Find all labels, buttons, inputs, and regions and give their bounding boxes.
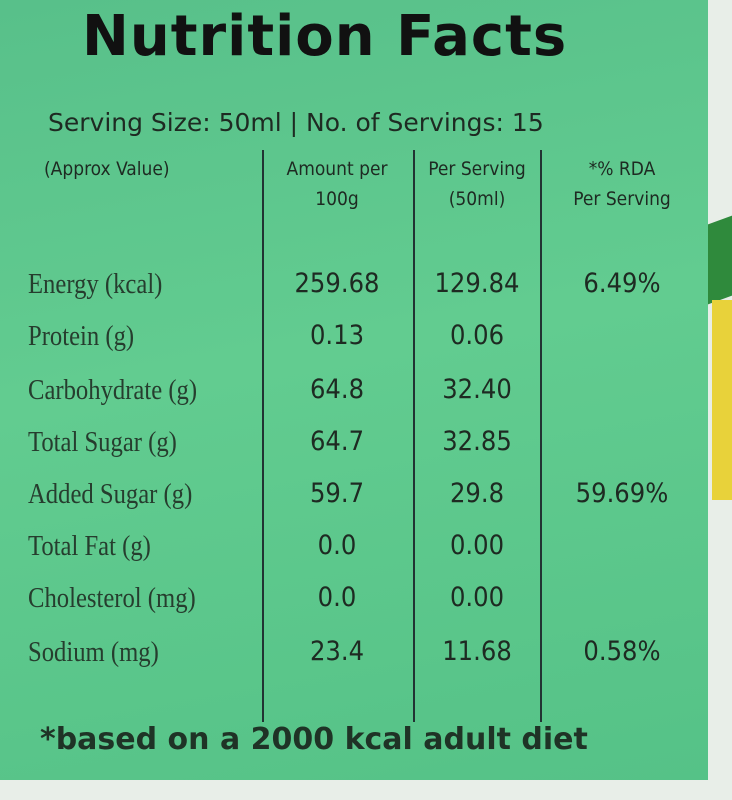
nutrient-value: 259.68 bbox=[294, 268, 380, 299]
nutrient-value: 0.13 bbox=[309, 320, 365, 351]
nutrient-value: 29.8 bbox=[449, 478, 505, 509]
nutrient-name: Total Fat (g) bbox=[28, 530, 151, 562]
nutrient-value: 0.0 bbox=[317, 530, 357, 561]
nutrient-value: 129.84 bbox=[434, 268, 520, 299]
nutrient-value: 32.40 bbox=[442, 374, 512, 405]
nutrient-value: 64.7 bbox=[309, 426, 365, 457]
package-stripe bbox=[712, 300, 732, 500]
column-header: 100g bbox=[315, 188, 359, 210]
column-header: *% RDA bbox=[588, 158, 656, 180]
nutrient-value: 11.68 bbox=[442, 636, 512, 667]
nutrient-name: Added Sugar (g) bbox=[28, 478, 193, 510]
nutrient-value: 6.49% bbox=[583, 268, 661, 299]
package-stripe bbox=[708, 215, 732, 305]
nutrient-value: 0.0 bbox=[317, 582, 357, 613]
column-divider bbox=[540, 150, 542, 722]
nutrient-name: Carbohydrate (g) bbox=[28, 374, 198, 406]
nutrient-value: 32.85 bbox=[442, 426, 512, 457]
column-divider bbox=[262, 150, 264, 722]
column-header: Amount per bbox=[286, 158, 388, 180]
nutrient-value: 64.8 bbox=[309, 374, 365, 405]
nutrient-name: Sodium (mg) bbox=[28, 636, 159, 668]
column-header: Per Serving bbox=[573, 188, 671, 210]
column-divider bbox=[413, 150, 415, 722]
nutrient-value: 0.00 bbox=[449, 582, 505, 613]
nutrient-value: 59.7 bbox=[309, 478, 365, 509]
nutrient-value: 23.4 bbox=[309, 636, 365, 667]
nutrient-value: 0.00 bbox=[449, 530, 505, 561]
nutrient-value: 0.58% bbox=[583, 636, 661, 667]
label-panel bbox=[0, 0, 708, 780]
nutrient-name: Total Sugar (g) bbox=[28, 426, 177, 458]
serving-info: Serving Size: 50ml | No. of Servings: 15 bbox=[48, 108, 544, 137]
nutrient-value: 59.69% bbox=[575, 478, 669, 509]
footnote: *based on a 2000 kcal adult diet bbox=[40, 722, 588, 757]
nutrient-name: Cholesterol (mg) bbox=[28, 582, 196, 614]
column-header: Per Serving bbox=[428, 158, 526, 180]
title: Nutrition Facts bbox=[82, 4, 568, 69]
column-header: (50ml) bbox=[448, 188, 506, 210]
nutrient-name: Protein (g) bbox=[28, 320, 135, 352]
nutrient-name: Energy (kcal) bbox=[28, 268, 163, 300]
nutrient-value: 0.06 bbox=[449, 320, 505, 351]
column-header: (Approx Value) bbox=[44, 158, 170, 180]
